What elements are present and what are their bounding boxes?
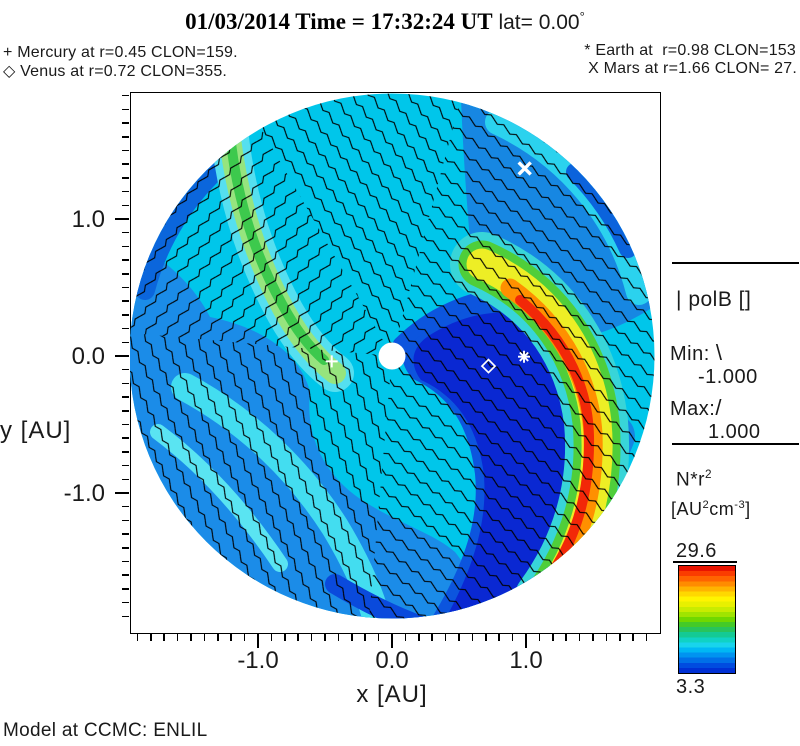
disk-clip-group [130, 93, 655, 619]
planet-marker-mercury [325, 355, 338, 368]
planet-marker-earth [518, 350, 530, 363]
legend-venus: ◇ Venus at r=0.72 CLON=355. [3, 63, 228, 80]
slash-glyph: / [715, 395, 722, 420]
legend-mars: X Mars at r=1.66 CLON= 27. [588, 60, 797, 77]
model-credit: Model at CCMC: ENLIL [3, 720, 208, 741]
polb-min-value: -1.000 [698, 366, 758, 388]
title-datetime: 01/03/2014 Time = 17:32:24 UT [185, 9, 493, 34]
polb-min-line: Min: \ [670, 340, 723, 365]
colorbar-units: [AU2cm-3] [671, 499, 751, 519]
sun-marker [378, 342, 406, 370]
planet-marker-venus [480, 358, 497, 374]
polb-max-line: Max:/ [670, 395, 722, 420]
legend-mercury: + Mercury at r=0.45 CLON=159. [3, 44, 238, 61]
colorbar-max-underline [673, 561, 737, 563]
colorbar-min: 3.3 [676, 676, 706, 698]
colorbar-max: 29.6 [676, 540, 717, 562]
page-title: 01/03/2014 Time = 17:32:24 UT lat= 0.00° [0, 9, 770, 35]
y-tick-0: 0.0 [71, 343, 105, 370]
colorbar-quantity: N*r2 [676, 468, 712, 491]
heliosphere-disk [130, 93, 655, 619]
colorbar-gradient [678, 565, 736, 674]
x-tick-m1: -1.0 [237, 647, 279, 674]
polb-max-value: 1.000 [708, 421, 761, 443]
y-tick-m1: -1.0 [63, 480, 105, 507]
x-tick-1: 1.0 [509, 647, 543, 674]
polb-rule-top [672, 262, 799, 264]
title-latitude: lat= 0.00° [492, 9, 585, 34]
planet-marker-mars [517, 161, 532, 176]
x-tick-0: 0.0 [375, 647, 409, 674]
legend-earth: * Earth at r=0.98 CLON=153 [584, 42, 796, 59]
polb-rule-bottom [672, 443, 799, 445]
y-tick-1: 1.0 [71, 206, 105, 233]
backslash-glyph: \ [715, 340, 723, 365]
degree-symbol: ° [579, 9, 585, 24]
y-axis-label: y [AU] [0, 417, 72, 444]
polb-title: | polB [] [676, 288, 752, 311]
x-axis-label: x [AU] [356, 681, 428, 708]
polb-bar-glyph: | [676, 288, 682, 311]
